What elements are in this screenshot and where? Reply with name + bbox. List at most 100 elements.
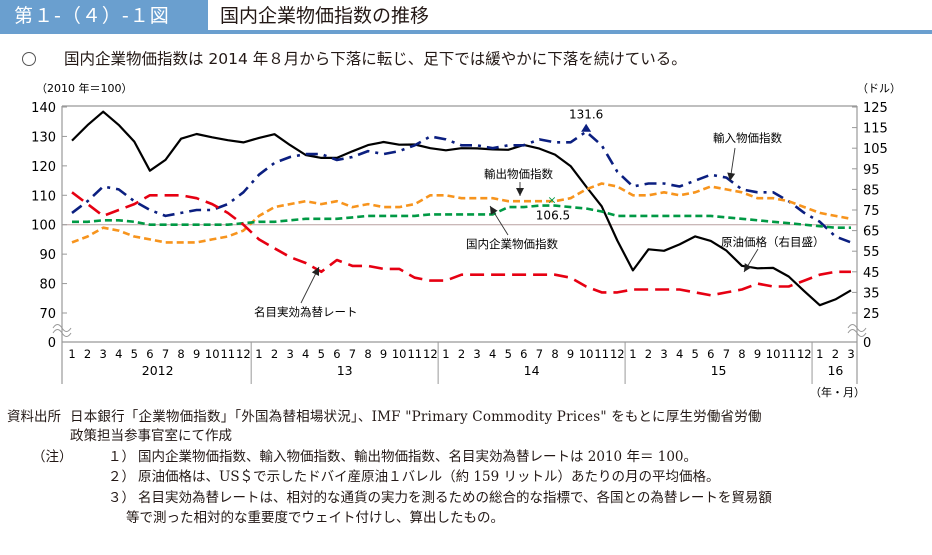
peak-label-domestic: 106.5: [536, 209, 570, 223]
left-axis-ticks: 140 130 120 110 100 90 80 70 0: [31, 101, 67, 351]
month-tick-label: 8: [364, 347, 371, 361]
month-tick-label: 5: [505, 347, 512, 361]
year-tick-label: 14: [524, 363, 540, 378]
right-axis-break-icon: [847, 329, 867, 337]
month-tick-label: 3: [847, 347, 854, 361]
left-axis-break-icon: [52, 324, 72, 332]
year-tick-label: 16: [827, 363, 843, 378]
note-1-text: 国内企業物価指数、輸入物価指数、輸出物価指数、名目実効為替レートは 2010 年…: [138, 449, 697, 465]
note-2-text: 原油価格は、US＄で示したドバイ産原油１バレル（約 159 リットル）あたりの月…: [138, 469, 720, 485]
note-3-number: ３）: [108, 490, 135, 506]
month-tick-label: 12: [610, 347, 625, 361]
arrowhead-icon: [744, 263, 752, 272]
month-tick-label: 2: [832, 347, 839, 361]
left-axis-break-icon: [52, 329, 72, 337]
right-axis-break-icon: [847, 324, 867, 332]
month-tick-label: 8: [177, 347, 184, 361]
year-tick-label: 2012: [142, 363, 174, 378]
month-tick-label: 9: [754, 347, 761, 361]
callout-export-index-label: 輸出物価指数: [484, 167, 553, 181]
note-1-number: １）: [108, 449, 135, 465]
note-3-text-line-2: 等で測った相対的な重要度でウェイト付けし、算出したもの。: [126, 510, 504, 526]
figure-label: 第１-（４）-１図: [0, 0, 208, 32]
month-tick-label: 3: [660, 347, 667, 361]
month-tick-label: 1: [816, 347, 823, 361]
year-tick-label: 13: [337, 363, 353, 378]
figure-title: 国内企業物価指数の推移: [208, 0, 932, 32]
month-tick-label: 3: [99, 347, 106, 361]
callout-crude-oil-label: 原油価格（右目盛）: [721, 235, 825, 249]
month-tick-label: 3: [286, 347, 293, 361]
month-tick-label: 6: [520, 347, 527, 361]
right-tick-label: 95: [863, 163, 880, 178]
month-tick-label: 1: [442, 347, 449, 361]
right-axis-ticks: 125 115 105 95 85 75 65 55 45 35 25 0: [852, 101, 888, 351]
month-tick-label: 7: [536, 347, 543, 361]
right-tick-label: 55: [863, 245, 880, 260]
right-tick-label: 75: [863, 204, 880, 219]
callout-domestic-index-label: 国内企業物価指数: [466, 237, 558, 251]
right-tick-label: 115: [863, 122, 888, 137]
month-tick-label: 5: [318, 347, 325, 361]
month-tick-label: 1: [68, 347, 75, 361]
right-tick-label: 85: [863, 183, 880, 198]
header-rule: [0, 32, 932, 34]
callout-nominal-exchange-rate-label: 名目実効為替レート: [254, 305, 358, 319]
series-line-4: [71, 191, 851, 297]
month-tick-label: 9: [567, 347, 574, 361]
month-tick-label: 5: [692, 347, 699, 361]
left-tick-label: 130: [31, 130, 56, 145]
month-tick-label: 11: [407, 347, 422, 361]
arrowhead-icon: [516, 188, 524, 196]
left-tick-label: 0: [48, 336, 56, 351]
month-tick-label: 9: [193, 347, 200, 361]
month-tick-label: 4: [676, 347, 683, 361]
right-tick-label: 35: [863, 286, 880, 301]
left-tick-label: 90: [39, 248, 56, 263]
plot-frame: [52, 105, 867, 384]
month-tick-label: 2: [458, 347, 465, 361]
source-line-2: 政策担当参事官室にて作成: [70, 428, 232, 444]
series-line-0: [71, 110, 852, 307]
month-tick-label: 7: [162, 347, 169, 361]
month-tick-label: 6: [333, 347, 340, 361]
month-tick-label: 3: [473, 347, 480, 361]
right-axis-label: （ドル）: [857, 82, 901, 95]
month-tick-label: 2: [645, 347, 652, 361]
month-tick-label: 1: [255, 347, 262, 361]
peak-marker-icon: ×: [547, 194, 556, 207]
left-tick-label: 120: [31, 160, 56, 175]
left-axis-label: （2010 年＝100）: [36, 81, 133, 95]
month-tick-label: 11: [781, 347, 796, 361]
month-tick-label: 10: [766, 347, 781, 361]
series-lines: [71, 110, 852, 307]
right-tick-label: 65: [863, 225, 880, 240]
month-tick-label: 11: [220, 347, 235, 361]
month-tick-label: 6: [146, 347, 153, 361]
circle-bullet-icon: [22, 52, 36, 66]
left-tick-label: 70: [39, 307, 56, 322]
figure-header: 第１-（４）-１図 国内企業物価指数の推移: [0, 0, 932, 34]
month-tick-label: 11: [594, 347, 609, 361]
right-tick-label: 0: [863, 336, 871, 351]
left-tick-label: 110: [31, 189, 56, 204]
arrowhead-icon: [311, 267, 319, 276]
right-tick-label: 125: [863, 101, 888, 116]
note-2-number: ２）: [108, 469, 135, 485]
month-tick-label: 7: [723, 347, 730, 361]
month-tick-label: 4: [302, 347, 309, 361]
year-tick-label: 15: [711, 363, 727, 378]
x-axis-label: （年・月）: [810, 385, 865, 399]
month-tick-label: 8: [551, 347, 558, 361]
left-tick-label: 80: [39, 278, 56, 293]
month-tick-label: 10: [205, 347, 220, 361]
peak-marker-icon: [581, 123, 592, 132]
month-tick-label: 10: [392, 347, 407, 361]
arrowhead-icon: [727, 172, 736, 181]
left-tick-label: 140: [31, 101, 56, 116]
note-label: （注）: [32, 449, 73, 465]
left-tick-label: 100: [31, 219, 56, 234]
